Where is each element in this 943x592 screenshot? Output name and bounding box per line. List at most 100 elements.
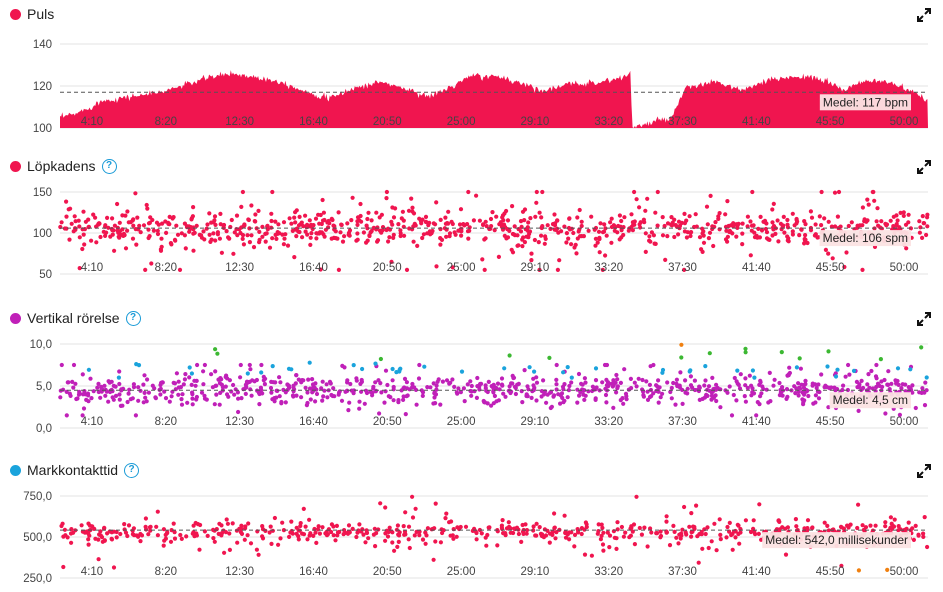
data-point: [518, 219, 524, 224]
expand-icon[interactable]: [917, 464, 931, 478]
data-point: [872, 198, 877, 203]
x-tick-label: 37:30: [668, 416, 697, 428]
data-point: [645, 544, 650, 549]
data-point: [808, 228, 814, 233]
data-point: [277, 375, 282, 380]
data-point: [783, 552, 789, 557]
data-point: [432, 391, 437, 396]
data-point: [702, 383, 707, 388]
data-point: [71, 362, 77, 368]
data-point: [817, 214, 822, 219]
data-point: [808, 209, 814, 214]
data-point: [531, 376, 536, 381]
data-point: [351, 363, 356, 368]
data-point: [488, 216, 494, 222]
data-point: [690, 385, 695, 390]
data-point: [227, 531, 232, 536]
data-point: [846, 362, 851, 368]
data-point: [569, 380, 574, 385]
data-point: [190, 402, 195, 407]
data-point: [192, 534, 197, 539]
data-point: [402, 376, 408, 381]
data-point: [510, 250, 516, 255]
data-point: [310, 387, 315, 392]
help-icon[interactable]: ?: [101, 158, 117, 174]
data-point: [707, 388, 712, 393]
data-point: [600, 267, 605, 272]
data-point: [403, 412, 408, 417]
data-point: [706, 545, 711, 551]
data-point: [796, 393, 801, 398]
data-point: [717, 211, 722, 216]
data-point: [410, 205, 415, 210]
data-point: [239, 204, 244, 209]
data-point: [122, 522, 127, 527]
data-point: [683, 378, 688, 383]
data-point: [806, 393, 811, 399]
data-point: [432, 526, 437, 531]
data-point: [86, 367, 91, 372]
expand-icon[interactable]: [917, 160, 931, 174]
data-point: [184, 534, 189, 539]
data-point: [361, 532, 366, 537]
data-point: [543, 236, 548, 241]
data-point: [751, 518, 756, 523]
data-point: [750, 368, 756, 373]
data-point: [522, 368, 527, 373]
data-point: [143, 516, 148, 521]
data-point: [648, 239, 653, 244]
data-point: [80, 413, 85, 418]
data-point: [483, 383, 488, 388]
data-point: [648, 364, 653, 369]
x-tick-label: 12:30: [225, 566, 254, 578]
help-icon[interactable]: ?: [124, 462, 140, 478]
expand-icon[interactable]: [917, 8, 931, 22]
data-point: [161, 543, 166, 548]
data-point: [399, 388, 404, 393]
data-point: [645, 196, 650, 201]
data-point: [707, 351, 712, 356]
data-point: [320, 398, 325, 403]
data-point: [660, 367, 666, 373]
data-point: [278, 380, 283, 385]
data-point: [346, 408, 351, 413]
data-point: [637, 525, 642, 531]
x-tick-label: 37:30: [668, 262, 697, 274]
data-point: [422, 364, 427, 369]
data-point: [420, 393, 425, 398]
data-point: [159, 236, 164, 241]
data-point: [415, 243, 420, 248]
expand-icon[interactable]: [917, 312, 931, 326]
data-point: [619, 218, 624, 224]
x-tick-label: 33:20: [594, 416, 623, 428]
data-point: [189, 216, 194, 221]
data-point: [310, 377, 315, 382]
x-tick-label: 8:20: [155, 566, 177, 578]
data-point: [147, 220, 152, 225]
data-point: [187, 365, 192, 370]
data-point: [556, 230, 561, 235]
data-point: [366, 210, 371, 215]
data-point: [611, 383, 616, 388]
data-point: [572, 245, 577, 250]
data-point: [665, 221, 671, 226]
data-point: [204, 397, 209, 402]
data-point: [520, 522, 525, 528]
help-icon[interactable]: ?: [125, 310, 141, 326]
data-point: [484, 543, 489, 548]
data-point: [126, 523, 132, 528]
data-point: [390, 366, 395, 372]
data-point: [888, 515, 894, 520]
data-point: [782, 230, 787, 235]
data-point: [395, 544, 400, 549]
data-point: [627, 535, 632, 540]
data-point: [121, 233, 126, 238]
data-point: [745, 214, 751, 219]
data-point: [421, 232, 426, 237]
data-point: [502, 366, 507, 371]
data-point: [737, 386, 743, 391]
data-point: [249, 233, 254, 238]
data-point: [869, 368, 874, 374]
data-point: [509, 204, 515, 209]
data-point: [294, 373, 299, 378]
